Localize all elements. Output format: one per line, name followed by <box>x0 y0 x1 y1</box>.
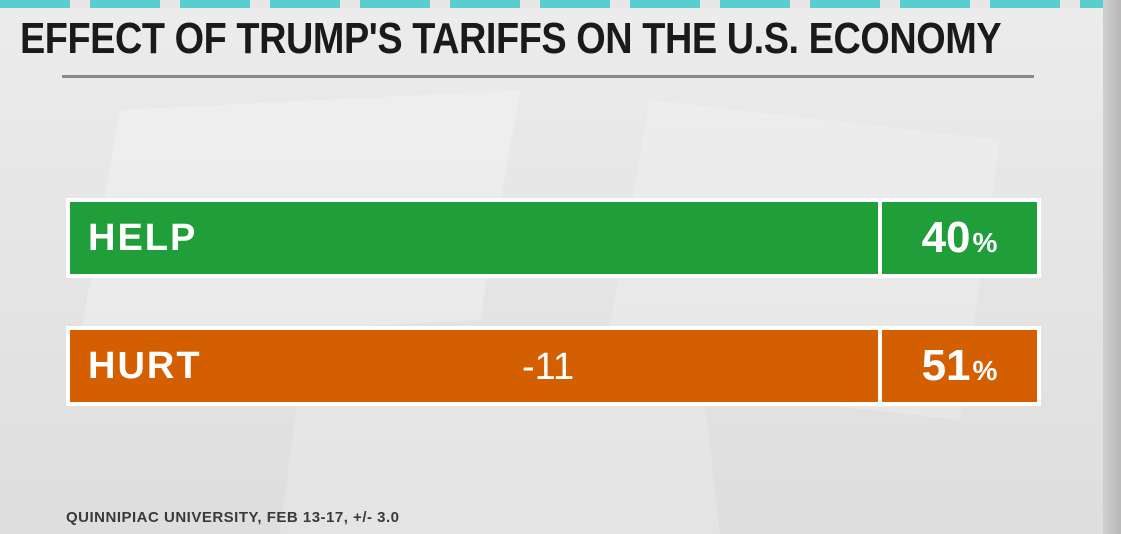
value-box-hurt: 51% <box>882 330 1037 402</box>
bar-hurt: HURT -11 <box>70 330 878 402</box>
right-frame-edge <box>1103 0 1121 534</box>
bar-help: HELP <box>70 202 878 274</box>
value-label-hurt: 51 <box>921 341 971 390</box>
unit-label-help: % <box>972 227 998 258</box>
difference-label: -11 <box>522 346 575 388</box>
bar-row-hurt: HURT -11 51% <box>66 326 1041 406</box>
value-label-help: 40 <box>921 213 971 262</box>
chart-title: EFFECT OF TRUMP'S TARIFFS ON THE U.S. EC… <box>20 14 1002 63</box>
top-decor-strip <box>0 0 1121 8</box>
bar-label-help: HELP <box>88 217 198 259</box>
bar-row-help: HELP 40% <box>66 198 1041 278</box>
source-note: QUINNIPIAC UNIVERSITY, FEB 13-17, +/- 3.… <box>66 509 400 526</box>
bar-label-hurt: HURT <box>88 345 202 387</box>
title-divider <box>62 75 1034 78</box>
value-box-help: 40% <box>882 202 1037 274</box>
unit-label-hurt: % <box>972 355 998 386</box>
